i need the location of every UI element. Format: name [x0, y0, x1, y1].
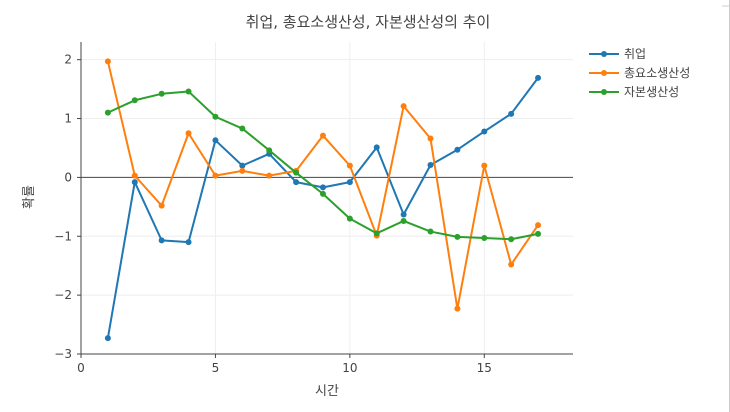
series-3-point-12	[400, 217, 407, 224]
legend-label-1: 취업	[624, 47, 646, 61]
legend-label-2: 총요소생산성	[624, 66, 690, 80]
series-1-point-8	[293, 179, 300, 186]
y-tick-label-1: −2	[54, 288, 72, 302]
series-2-point-17	[535, 222, 542, 229]
legend-swatch-marker-2	[601, 70, 607, 76]
series-1-point-2	[131, 179, 138, 186]
series-2-point-4	[185, 130, 192, 137]
series-1-point-6	[239, 162, 246, 169]
x-tick-label-0: 0	[77, 361, 85, 375]
series-3-point-6	[239, 125, 246, 132]
series-3-point-13	[427, 228, 434, 235]
y-tick-label-4: 1	[64, 112, 72, 126]
series-3-point-11	[373, 230, 380, 237]
series-1-point-11	[373, 144, 380, 151]
series-1-point-15	[481, 128, 488, 135]
series-2	[104, 58, 542, 312]
series-3	[104, 88, 542, 243]
series-3-point-2	[131, 97, 138, 104]
series-2-point-13	[427, 135, 434, 142]
series-2-point-1	[104, 58, 111, 65]
series-1-line	[106, 77, 539, 339]
series-1-point-17	[535, 74, 542, 81]
series-1-point-10	[346, 179, 353, 186]
series-3-point-4	[185, 88, 192, 95]
series-3-point-7	[266, 147, 273, 154]
series-2-point-7	[266, 172, 273, 179]
series-3-point-1	[104, 109, 111, 116]
series-1-point-5	[212, 137, 219, 144]
series-3-point-10	[346, 215, 353, 222]
series-3-line	[107, 90, 539, 241]
series-1-point-16	[508, 110, 515, 117]
series-3-point-14	[454, 233, 461, 240]
series-2-point-14	[454, 305, 461, 312]
y-tick-label-3: 0	[64, 170, 72, 184]
series-3-point-5	[212, 113, 219, 120]
y-tick-label-2: −1	[54, 229, 72, 243]
y-axis-title: 확률	[22, 185, 37, 209]
series-3-point-17	[535, 230, 542, 237]
series-3-point-8	[293, 169, 300, 176]
legend-item-1[interactable]: 취업	[589, 47, 646, 61]
series-1-point-14	[454, 146, 461, 153]
x-axis-title: 시간	[315, 384, 339, 399]
series-2-point-10	[346, 162, 353, 169]
series-2-point-15	[481, 162, 488, 169]
legend-item-3[interactable]: 자본생산성	[589, 85, 679, 99]
legend-swatch-marker-3	[601, 89, 607, 95]
legend-swatch-marker-1	[601, 51, 607, 57]
series-1-point-13	[427, 162, 434, 169]
series-1-point-9	[319, 184, 326, 191]
x-tick-label-3: 15	[477, 361, 492, 375]
series-2-point-3	[158, 202, 165, 209]
legend-label-3: 자본생산성	[624, 85, 679, 99]
series-layer	[104, 58, 542, 342]
series-2-point-5	[212, 172, 219, 179]
series-1-point-4	[185, 239, 192, 246]
legend-item-2[interactable]: 총요소생산성	[589, 66, 690, 80]
x-tick-label-1: 5	[212, 361, 220, 375]
series-1-point-12	[400, 211, 407, 218]
series-1-point-3	[158, 237, 165, 244]
series-2-point-2	[131, 172, 138, 179]
chart-title: 취업, 총요소생산성, 자본생산성의 추이	[246, 13, 491, 31]
series-2-point-16	[508, 261, 515, 268]
series-3-point-9	[319, 190, 326, 197]
series-1-point-1	[104, 335, 111, 342]
series-2-point-6	[239, 167, 246, 174]
axes: −3 −2 −1 0 1 2 0 5 10 15	[54, 42, 573, 375]
series-2-point-12	[400, 103, 407, 110]
series-3-point-3	[158, 90, 165, 97]
series-2-point-9	[319, 132, 326, 139]
series-3-point-16	[508, 236, 515, 243]
y-tick-label-5: 2	[64, 53, 72, 67]
x-tick-label-2: 10	[342, 361, 357, 375]
y-tick-label-0: −3	[54, 347, 72, 361]
series-3-point-15	[481, 235, 488, 242]
